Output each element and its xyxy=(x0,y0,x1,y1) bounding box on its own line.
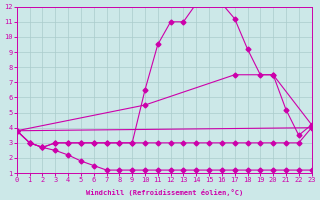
X-axis label: Windchill (Refroidissement éolien,°C): Windchill (Refroidissement éolien,°C) xyxy=(85,189,243,196)
